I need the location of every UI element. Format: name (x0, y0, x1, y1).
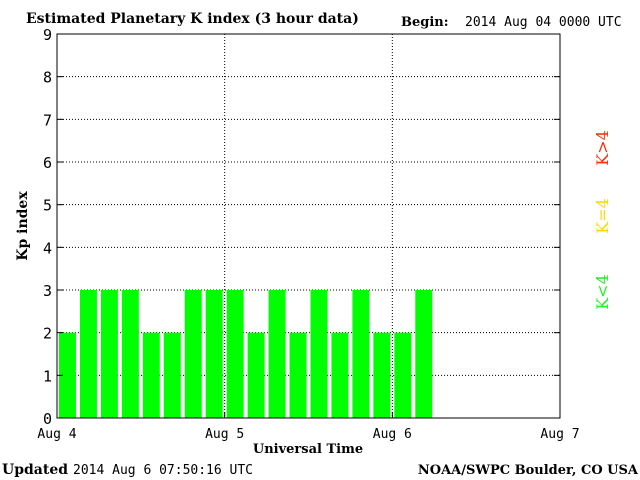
updated-value: 2014 Aug 6 07:50:16 UTC (73, 463, 253, 478)
y-tick-label: 3 (43, 282, 52, 300)
axes-layer (56, 33, 561, 419)
grid-layer (57, 34, 560, 418)
kp-bar (310, 290, 328, 418)
legend-k-equal-4: K=4 (593, 198, 612, 234)
y-tick-label: 7 (43, 111, 52, 129)
y-tick-label: 5 (43, 197, 52, 215)
updated-label: Updated (2, 462, 68, 478)
kp-bar (352, 290, 370, 418)
x-tick-labels: Aug 4 Aug 5 Aug 6 Aug 7 (37, 427, 579, 442)
x-tick-label: Aug 7 (540, 427, 579, 442)
y-tick-label: 0 (43, 410, 52, 428)
x-tick-label: Aug 5 (205, 427, 244, 442)
y-tick-label: 8 (43, 69, 52, 87)
kp-bar (163, 332, 181, 418)
legend-k-less-4: K<4 (593, 274, 612, 310)
kp-bar (394, 332, 412, 418)
kp-bar (289, 332, 307, 418)
kp-bar (415, 290, 433, 418)
kp-bar (121, 290, 139, 418)
kp-bar (59, 332, 76, 418)
y-tick-label: 1 (43, 367, 52, 385)
x-tick-label: Aug 4 (37, 427, 76, 442)
y-tick-label: 6 (43, 154, 52, 172)
plot-frame (56, 33, 561, 419)
y-tick-label: 4 (43, 239, 52, 257)
kp-bar (268, 290, 286, 418)
legend-k-greater-4: K>4 (593, 130, 612, 166)
x-tick-label: Aug 6 (373, 427, 412, 442)
y-tick-label: 2 (43, 325, 52, 343)
bars-layer (59, 290, 433, 418)
x-axis-label: Universal Time (253, 442, 363, 457)
kp-bar (331, 332, 349, 418)
chart-title: Estimated Planetary K index (3 hour data… (26, 11, 359, 27)
kp-bar (184, 290, 202, 418)
begin-label: Begin: (401, 15, 449, 30)
y-tick-labels: 0 1 2 3 4 5 6 7 8 9 (43, 26, 52, 428)
kp-bar (247, 332, 265, 418)
kp-bar (79, 290, 97, 418)
kp-bar (142, 332, 160, 418)
y-axis-label: Kp index (15, 191, 31, 261)
kp-bar (100, 290, 118, 418)
kp-bar (205, 290, 223, 418)
kp-bar (373, 332, 391, 418)
kp-bar (226, 290, 244, 418)
begin-value: 2014 Aug 04 0000 UTC (465, 15, 622, 30)
source-credit: NOAA/SWPC Boulder, CO USA (418, 463, 639, 478)
y-tick-label: 9 (43, 26, 52, 44)
